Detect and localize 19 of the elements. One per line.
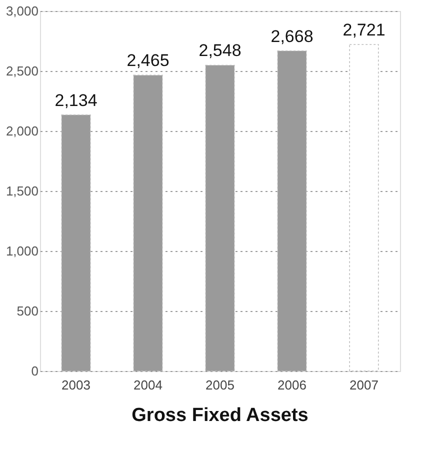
y-tick-label: 0 [31, 364, 38, 378]
x-tick-label: 2005 [206, 378, 234, 392]
y-tick-label: 1,000 [6, 244, 38, 258]
y-tick-label: 2,500 [6, 64, 38, 78]
y-tick-label: 2,000 [6, 124, 38, 138]
data-label: 2,548 [198, 41, 242, 60]
y-tick-label: 3,000 [6, 4, 38, 18]
text: Gross Fixed Assets [132, 405, 308, 426]
y-tick-label: 1,500 [6, 184, 38, 198]
bar [349, 44, 379, 372]
data-label: 2,134 [54, 90, 98, 110]
x-tick-label: 2003 [62, 378, 90, 392]
data-label: 2,465 [126, 51, 170, 70]
x-tick-label: 2006 [278, 378, 306, 392]
x-tick-label: 2004 [134, 378, 162, 392]
data-label: 2,668 [270, 26, 314, 46]
x-tick-label: 2007 [350, 378, 378, 392]
y-tick-label: 500 [16, 304, 38, 318]
data-label: 2,721 [342, 20, 386, 40]
